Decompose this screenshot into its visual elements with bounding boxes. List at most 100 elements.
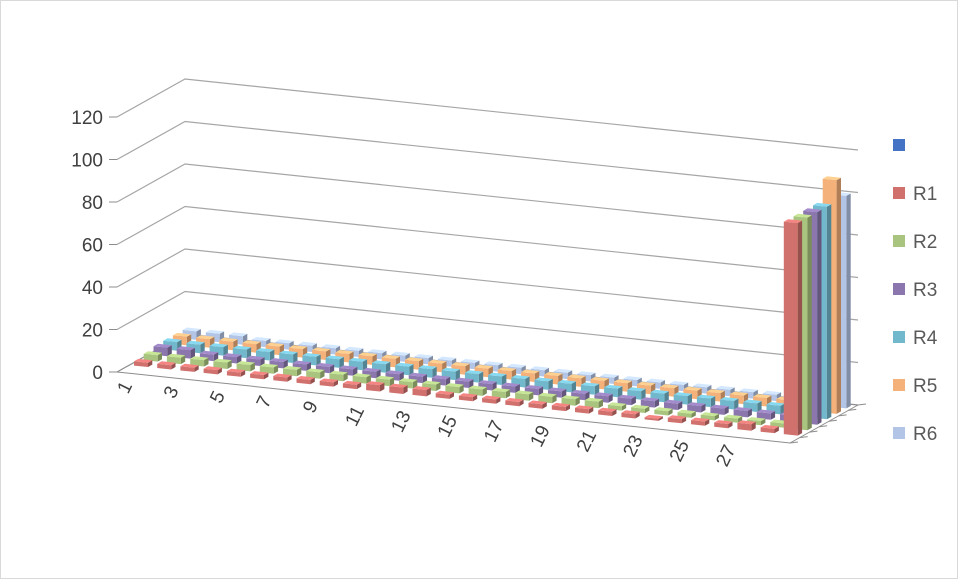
bar-side [780, 403, 785, 415]
bar [389, 383, 408, 394]
bar-side [565, 404, 570, 412]
x-tick-label: 23 [620, 432, 648, 460]
bar-top [395, 362, 414, 367]
x-tick-label: 27 [712, 442, 740, 470]
bar-top [631, 404, 650, 409]
bar-side [403, 385, 408, 394]
bar-top [700, 412, 719, 417]
bar-top [205, 329, 225, 334]
bar [783, 219, 803, 436]
bar-side [329, 364, 335, 374]
bar-top [693, 383, 712, 388]
bar-front [760, 427, 775, 434]
bar-top [747, 417, 766, 421]
bar [246, 355, 265, 366]
bar-top [372, 360, 391, 365]
bar-top [515, 390, 534, 395]
bar-front [598, 410, 613, 416]
bar-top [534, 377, 553, 382]
bar-top [577, 371, 596, 376]
bar-top [491, 388, 511, 392]
bar-front [575, 407, 589, 414]
bar-front [528, 402, 543, 409]
bar [134, 358, 153, 367]
bar-top [822, 176, 841, 181]
bar [180, 363, 199, 372]
bar [760, 425, 779, 434]
bar-top [753, 394, 772, 398]
y-tick-label: 0 [92, 363, 103, 384]
bar-top [650, 389, 669, 394]
bar-top [246, 355, 265, 360]
bar [491, 388, 511, 399]
bar-side [728, 421, 733, 429]
bar-side [422, 374, 427, 384]
bar-top [157, 361, 176, 366]
bar-top [209, 343, 228, 348]
bar-side [283, 359, 288, 369]
bar-top [739, 388, 758, 393]
bar [733, 407, 752, 418]
bar-side [469, 379, 474, 388]
bar-top [760, 425, 779, 429]
bar-side [561, 389, 567, 398]
bar-side [389, 377, 395, 387]
bar-front [714, 422, 729, 429]
bar-front [296, 378, 311, 385]
bar [617, 394, 636, 406]
bar-top [252, 337, 271, 341]
bar-top [203, 366, 222, 371]
legend-label: R1 [913, 184, 937, 205]
bar-top [621, 410, 640, 415]
bar-front [273, 376, 288, 382]
bar [640, 397, 660, 408]
bar-top [505, 398, 524, 402]
y-tick-label: 40 [82, 278, 103, 299]
bar-top [640, 397, 660, 402]
bar-top [571, 390, 590, 394]
depth-tick [857, 403, 867, 406]
bar-top [275, 339, 294, 344]
bar [691, 417, 710, 426]
bar-side [273, 365, 279, 374]
bar-side [455, 369, 460, 381]
bar-side [817, 209, 822, 425]
bar-top [385, 370, 404, 375]
bar-top [176, 346, 195, 351]
bar-front [213, 361, 228, 369]
bar-top [269, 358, 288, 362]
bar-side [747, 408, 752, 418]
bar-side [362, 359, 368, 371]
x-tick-label: 13 [387, 408, 415, 436]
bar-top [706, 389, 725, 394]
bar-top [166, 353, 186, 358]
x-tick-label: 7 [253, 393, 277, 412]
y-tick-label: 60 [82, 236, 103, 257]
bar-front [687, 404, 702, 413]
bar-side [376, 369, 381, 379]
bar-side [269, 349, 275, 361]
bar-top [352, 373, 371, 378]
bar-top [497, 367, 517, 372]
bar-top [437, 356, 457, 361]
bar-front [250, 373, 264, 380]
x-tick-label: 21 [573, 427, 601, 455]
bar-top [627, 387, 646, 392]
bar-side [658, 416, 663, 421]
bar-front [143, 353, 158, 362]
bar-top [242, 340, 261, 345]
bar-side [478, 371, 484, 383]
bar-side [316, 354, 321, 366]
bar-top [590, 377, 609, 381]
bar [505, 398, 524, 407]
series-R1 [134, 219, 803, 436]
legend-label: R2 [913, 232, 937, 253]
bar-top [375, 375, 395, 380]
bar-side [519, 399, 524, 407]
bar-front [342, 383, 357, 390]
bar-front [236, 363, 251, 372]
x-tick-label: 19 [527, 422, 555, 450]
bar-side [701, 403, 706, 413]
bar-top [288, 345, 308, 350]
bar-side [724, 406, 729, 415]
